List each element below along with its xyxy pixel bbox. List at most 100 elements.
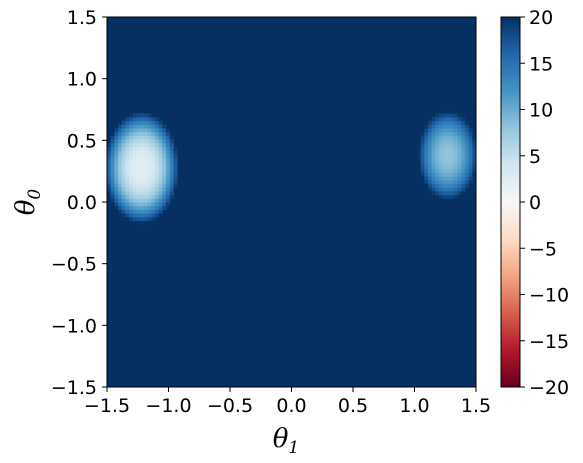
heatmap-cell (129, 187, 134, 192)
heatmap-cell (435, 142, 440, 147)
heatmap-cell (457, 135, 462, 140)
heatmap-cell (431, 153, 436, 159)
heatmap-cell (143, 202, 149, 207)
heatmap-cell (464, 161, 470, 166)
heatmap-cell (136, 153, 141, 159)
heatmap-cell (125, 213, 130, 218)
heatmap-cell (121, 165, 126, 170)
heatmap-cell (461, 135, 466, 140)
heatmap-cell (107, 183, 112, 188)
heatmap-cell (151, 161, 156, 166)
heatmap-cell (125, 139, 130, 144)
heatmap-cell (147, 131, 152, 136)
heatmap-cell (147, 194, 152, 199)
heatmap-cell (450, 176, 455, 181)
heatmap-cell (428, 172, 433, 177)
heatmap-cell (125, 116, 130, 122)
heatmap-cell (118, 187, 123, 192)
heatmap-cell (424, 179, 429, 184)
heatmap-cell (439, 128, 444, 133)
heatmap-cell (147, 209, 152, 214)
heatmap-cell (147, 168, 152, 173)
heatmap-cell (431, 187, 436, 192)
heatmap-cell (129, 153, 134, 159)
heatmap-cell (140, 209, 145, 214)
heatmap-cell (435, 157, 440, 162)
heatmap-cell (140, 205, 145, 210)
heatmap-cell (424, 139, 429, 144)
heatmap-cell (151, 209, 156, 214)
heatmap-cell (151, 157, 156, 162)
heatmap-cell (450, 157, 455, 162)
heatmap-cell (428, 139, 433, 144)
heatmap-cell (428, 179, 433, 184)
heatmap-cell (461, 150, 466, 155)
heatmap-cell (464, 168, 470, 173)
heatmap-cell (169, 150, 174, 155)
heatmap-cell (136, 161, 141, 166)
heatmap-cell (136, 179, 141, 184)
heatmap-cell (114, 150, 119, 155)
heatmap-cell (136, 183, 141, 188)
x-tick-label: −1.0 (145, 395, 191, 417)
heatmap-cell (140, 213, 145, 218)
x-tick-label: 0.5 (338, 395, 368, 417)
heatmap-cell (140, 124, 145, 129)
heatmap-cell (143, 142, 149, 147)
heatmap-cell (431, 120, 436, 125)
heatmap-cell (136, 190, 141, 196)
heatmap-cell (166, 146, 171, 151)
heatmap-cell (162, 146, 167, 151)
heatmap-cell (446, 120, 451, 125)
heatmap-cell (154, 120, 160, 125)
heatmap-cell (472, 165, 476, 170)
heatmap-cell (162, 157, 167, 162)
heatmap-cell (147, 172, 152, 177)
heatmap-cell (453, 113, 459, 118)
heatmap-cell (129, 161, 134, 166)
heatmap-cell (446, 161, 451, 166)
heatmap-cell (132, 124, 138, 129)
heatmap-cell (442, 190, 447, 196)
heatmap-cell (435, 131, 440, 136)
heatmap-cell (121, 194, 126, 199)
heatmap-cell (453, 194, 459, 199)
heatmap-cell (442, 128, 447, 133)
heatmap-cell (461, 116, 466, 122)
heatmap-cell (154, 168, 160, 173)
heatmap-cell (132, 131, 138, 136)
colorbar-tick-label: 10 (529, 100, 553, 122)
heatmap-cell (132, 202, 138, 207)
heatmap-cell (118, 161, 123, 166)
heatmap-cell (453, 168, 459, 173)
heatmap-cell (125, 150, 130, 155)
heatmap-cell (457, 161, 462, 166)
heatmap-cell (140, 116, 145, 122)
heatmap-cell (154, 198, 160, 203)
heatmap-cell (151, 146, 156, 151)
heatmap-cell (457, 124, 462, 129)
heatmap-cell (446, 128, 451, 133)
heatmap-cell (442, 187, 447, 192)
heatmap-cell (446, 142, 451, 147)
heatmap-cell (125, 172, 130, 177)
heatmap-cell (129, 128, 134, 133)
heatmap-cell (158, 205, 163, 210)
heatmap-cell (140, 150, 145, 155)
heatmap-cell (147, 202, 152, 207)
heatmap-cell (121, 128, 126, 133)
heatmap-cell (132, 216, 138, 221)
heatmap-cell (435, 161, 440, 166)
heatmap-cell (158, 120, 163, 125)
heatmap-cell (140, 220, 145, 225)
heatmap-cell (125, 187, 130, 192)
heatmap-cell (129, 113, 134, 118)
heatmap-cell (457, 190, 462, 196)
heatmap-cell (140, 165, 145, 170)
heatmap-cell (132, 161, 138, 166)
heatmap-cell (439, 116, 444, 122)
heatmap-cell (428, 176, 433, 181)
heatmap-cell (420, 168, 425, 173)
heatmap-cell (118, 194, 123, 199)
heatmap-cell (147, 124, 152, 129)
